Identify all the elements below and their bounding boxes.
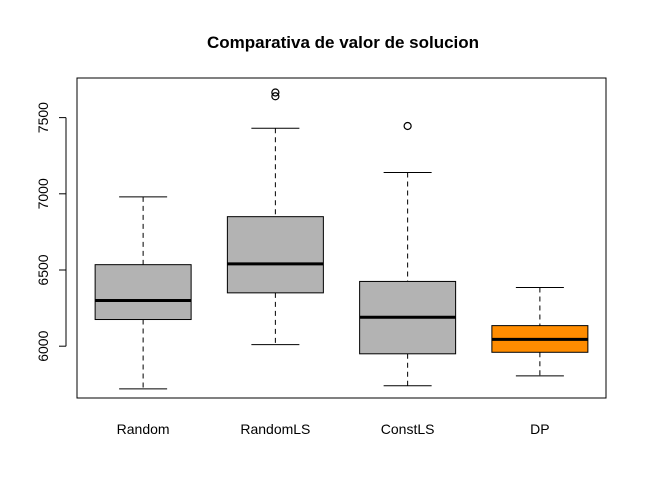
box-constls — [359, 121, 457, 387]
y-tick-label: 7500 — [35, 102, 51, 133]
outlier-point — [271, 92, 280, 101]
boxes — [94, 88, 589, 390]
x-tick-label: DP — [530, 421, 549, 437]
plot-frame — [76, 77, 607, 399]
box-random — [94, 196, 192, 390]
outlier-point — [271, 88, 280, 97]
chart-title: Comparativa de valor de solucion — [207, 33, 479, 52]
box-dp — [491, 287, 589, 377]
iqr-box — [94, 264, 192, 321]
x-tick-label: Random — [117, 421, 170, 437]
y-axis: 6000 6500 7000 7500 — [35, 102, 67, 362]
x-tick-label: ConstLS — [381, 421, 435, 437]
y-tick-label: 7000 — [35, 178, 51, 209]
box-randomls — [226, 88, 324, 346]
x-axis: Random RandomLS ConstLS DP — [117, 421, 550, 437]
y-tick-label: 6500 — [35, 254, 51, 285]
y-tick-label: 6000 — [35, 330, 51, 361]
x-tick-label: RandomLS — [240, 421, 310, 437]
iqr-box — [226, 216, 324, 294]
outlier-point — [403, 121, 412, 131]
